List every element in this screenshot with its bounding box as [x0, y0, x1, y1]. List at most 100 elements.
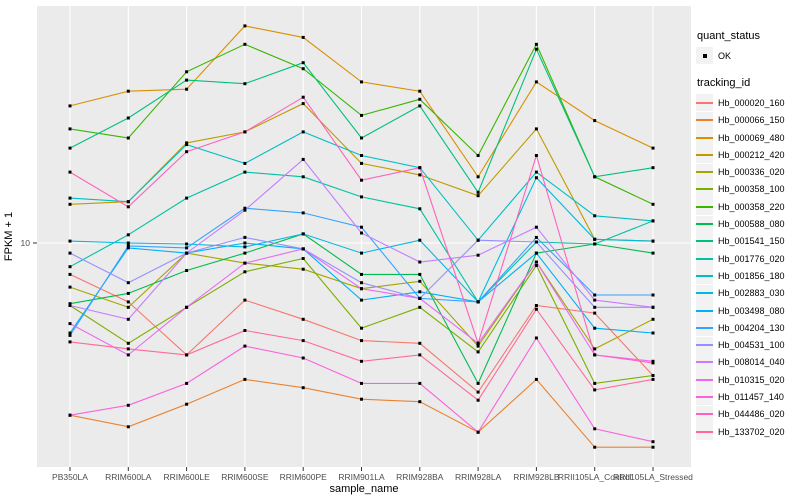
legend-item-label: Hb_000020_160 — [718, 97, 785, 108]
legend-item: Hb_000358_100 — [696, 180, 800, 198]
data-point — [243, 130, 247, 134]
legend-item-label: Hb_004531_100 — [718, 340, 785, 351]
data-point — [126, 116, 130, 120]
data-point — [68, 340, 72, 344]
data-point — [68, 302, 72, 306]
data-point — [360, 272, 363, 276]
data-point — [476, 398, 480, 402]
data-point — [360, 287, 363, 291]
legend-item: Hb_008014_040 — [696, 353, 800, 371]
x-tick-label: RRIM600PE — [280, 472, 328, 482]
legend-item-label: Hb_000588_080 — [718, 219, 785, 230]
data-point — [651, 317, 655, 321]
data-point — [68, 333, 72, 337]
data-point — [301, 95, 305, 99]
legend-key-box — [696, 284, 713, 302]
legend-line-swatch — [696, 344, 713, 347]
data-point — [185, 353, 189, 357]
data-point — [651, 239, 655, 243]
data-point — [243, 270, 247, 274]
legend-item: Hb_004531_100 — [696, 336, 800, 354]
legend-line-swatch — [696, 413, 713, 416]
data-point — [360, 80, 363, 84]
data-point — [360, 359, 363, 363]
data-point — [185, 70, 189, 74]
data-point — [476, 300, 480, 304]
legend-key-box — [696, 302, 713, 319]
data-point — [651, 251, 655, 255]
data-point — [126, 246, 130, 250]
data-point — [593, 326, 597, 330]
data-point — [476, 190, 480, 194]
data-point — [593, 214, 597, 218]
legend-item: Hb_000066_150 — [696, 111, 800, 129]
data-point — [476, 341, 480, 345]
legend-item: Hb_011457_140 — [696, 388, 800, 406]
data-point — [126, 205, 130, 209]
data-point — [185, 305, 189, 309]
data-point — [185, 269, 189, 272]
data-point — [360, 326, 363, 330]
data-point — [126, 233, 130, 237]
legend-tracking-items: Hb_000020_160 Hb_000066_150 Hb_000069_480 H… — [696, 94, 800, 441]
data-point — [243, 82, 247, 86]
data-point — [301, 67, 305, 71]
data-point — [360, 231, 363, 235]
data-point — [418, 260, 422, 264]
legend-item-label: Hb_001856_180 — [718, 270, 785, 281]
data-point — [534, 127, 538, 131]
data-point — [418, 353, 422, 357]
legend-item-label: Hb_000212_420 — [718, 149, 785, 160]
data-point — [534, 154, 538, 157]
data-point — [476, 154, 480, 157]
x-tick-label: RRIM928BA — [396, 472, 444, 482]
data-point — [593, 427, 597, 431]
legend-key-box — [696, 232, 713, 250]
legend-item: Hb_000020_160 — [696, 94, 800, 112]
data-point — [301, 35, 305, 39]
data-point — [593, 242, 597, 246]
legend-line-swatch — [696, 257, 713, 260]
legend-line-swatch — [696, 188, 713, 191]
legend-line-swatch — [696, 240, 713, 243]
legend-line-swatch — [696, 171, 713, 174]
legend-key-box — [696, 423, 713, 441]
legend-item: Hb_000588_080 — [696, 215, 800, 233]
data-point — [68, 170, 72, 174]
data-point — [126, 300, 130, 304]
legend-line-swatch — [696, 205, 713, 208]
data-point — [360, 225, 363, 229]
data-point — [126, 244, 130, 248]
data-point — [593, 311, 597, 315]
data-point — [476, 194, 480, 198]
legend-item-label: Hb_008014_040 — [718, 357, 785, 368]
data-point — [360, 281, 363, 285]
data-point — [243, 161, 247, 165]
legend-item-label: Hb_010315_020 — [718, 374, 785, 385]
data-point — [476, 430, 480, 434]
data-point — [593, 445, 597, 449]
data-point — [68, 272, 72, 276]
data-point — [534, 235, 538, 239]
data-point — [534, 307, 538, 311]
legend-item: Hb_004204_130 — [696, 319, 800, 337]
data-point — [418, 166, 422, 170]
legend-item-label: Hb_003498_080 — [718, 305, 785, 316]
data-point — [126, 347, 130, 351]
legend-tracking-id-title: tracking_id — [697, 77, 751, 90]
data-point — [418, 207, 422, 211]
x-tick-label: PB350LA — [52, 472, 88, 482]
data-point — [360, 136, 363, 140]
x-tick-label: RRIM600LE — [163, 472, 210, 482]
data-point — [418, 290, 422, 294]
data-point — [418, 238, 422, 242]
legend-item: Hb_003498_080 — [696, 302, 800, 319]
data-point — [651, 146, 655, 150]
data-point — [243, 251, 247, 255]
legend-item-label: Hb_000336_020 — [718, 167, 785, 178]
data-point — [418, 279, 422, 283]
data-point — [301, 267, 305, 271]
data-point — [243, 329, 247, 332]
